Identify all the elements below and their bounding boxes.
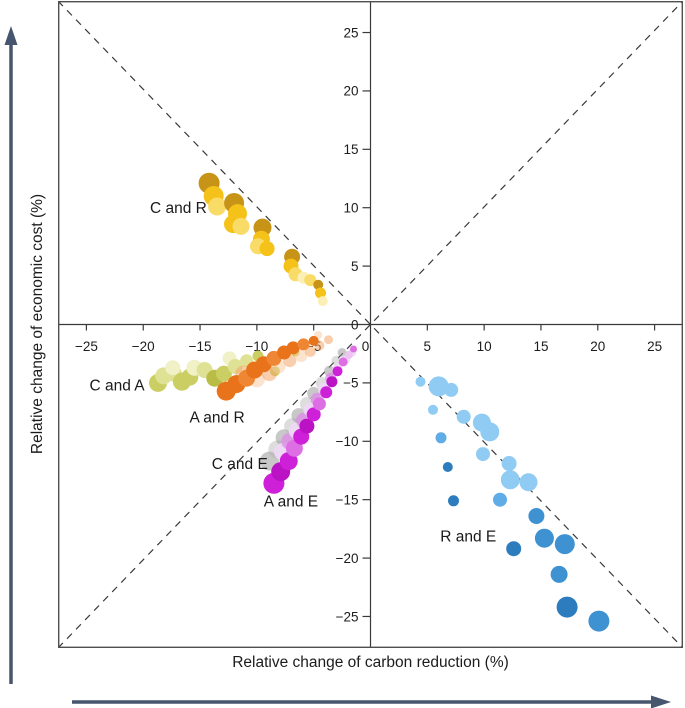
y-tick-label: 5	[351, 259, 359, 274]
bubble	[312, 397, 326, 411]
plot-frame	[58, 1, 683, 648]
bubble	[550, 565, 568, 583]
bubble	[208, 197, 227, 216]
bubble	[428, 404, 438, 415]
bubble	[165, 360, 181, 376]
y-tick-label: 15	[343, 142, 358, 157]
bubble	[493, 492, 507, 507]
x-tick-label: 25	[647, 339, 662, 354]
bubble	[315, 287, 326, 299]
y-tick-label: −20	[336, 551, 359, 566]
bubble	[554, 534, 575, 555]
scatter-plot: −25 −20 −15 −10 −5 0 5 10 15 20 25−25−20−15−10−505…	[58, 1, 683, 648]
bubble	[338, 357, 348, 367]
x-tick-label: −15	[189, 339, 212, 354]
x-axis-title: Relative change of carbon reduction (%)	[232, 654, 509, 671]
y-tick-label: −25	[336, 609, 359, 624]
diagonal-line-descending	[58, 1, 683, 648]
bubble	[435, 432, 447, 444]
bubble	[519, 473, 538, 492]
bubble	[350, 345, 357, 353]
series-c-and-a	[149, 348, 300, 392]
y-tick-label: 25	[343, 25, 358, 40]
x-tick-label: −20	[132, 339, 155, 354]
y-tick-label: −15	[336, 492, 359, 507]
x-tick-label: −25	[75, 339, 98, 354]
bubble	[476, 447, 490, 462]
bubble	[456, 409, 471, 424]
x-tick-label: 15	[533, 339, 548, 354]
diagonal-line-ascending	[58, 1, 683, 648]
bubble	[344, 350, 353, 359]
bubble	[480, 422, 500, 442]
series-c-and-r	[198, 172, 328, 307]
x-tick-label: 0	[362, 339, 370, 354]
bubble	[501, 456, 517, 471]
bubble	[588, 610, 610, 632]
y-tick-label: −10	[336, 434, 359, 449]
bubble	[313, 279, 324, 290]
cluster-label-a-and-e: A and E	[264, 493, 318, 510]
y-tick-label: 0	[351, 317, 359, 332]
x-tick-label: 20	[590, 339, 605, 354]
bubble	[415, 376, 426, 387]
x-tick-label: −10	[245, 339, 268, 354]
bubble	[304, 274, 317, 287]
x-tick-label: 10	[477, 339, 492, 354]
cluster-label-r-and-e: R and E	[440, 528, 496, 545]
series-a-and-r	[216, 331, 333, 401]
bubble	[332, 366, 343, 377]
x-axis-arrow	[72, 695, 671, 708]
bubble	[215, 365, 232, 382]
bubble	[528, 508, 545, 524]
bubble	[442, 462, 453, 472]
series-r-and-e	[415, 376, 610, 632]
cluster-label-c-and-r: C and R	[150, 200, 207, 217]
bubble	[308, 335, 319, 346]
bubble	[232, 217, 250, 235]
bubble	[534, 528, 554, 548]
y-tick-label: 10	[343, 201, 358, 216]
bubble	[556, 596, 578, 618]
bubble	[337, 348, 347, 357]
cluster-label-a-and-r: A and R	[190, 409, 245, 426]
bubble	[324, 335, 333, 345]
bubble	[317, 296, 328, 307]
bubble	[295, 350, 308, 362]
bubble	[297, 338, 310, 351]
series-a-and-e	[263, 345, 357, 494]
bubble	[428, 376, 449, 397]
bubble	[500, 470, 520, 490]
bubble	[506, 541, 522, 557]
bubble	[320, 386, 333, 399]
x-tick-label: 5	[424, 339, 432, 354]
cluster-label-c-and-e: C and E	[212, 456, 268, 473]
bubble	[286, 341, 300, 355]
bubble	[448, 495, 459, 507]
bubble	[259, 241, 275, 257]
bubble	[326, 376, 338, 388]
y-axis-arrow	[4, 26, 18, 684]
cluster-label-c-and-a: C and A	[90, 378, 146, 395]
bubble	[306, 407, 321, 422]
y-tick-label: 20	[343, 84, 358, 99]
bubble	[299, 418, 315, 434]
bubble	[444, 382, 459, 397]
y-tick-label: −5	[343, 376, 358, 391]
y-axis-title: Relative change of economic cost (%)	[29, 193, 46, 455]
